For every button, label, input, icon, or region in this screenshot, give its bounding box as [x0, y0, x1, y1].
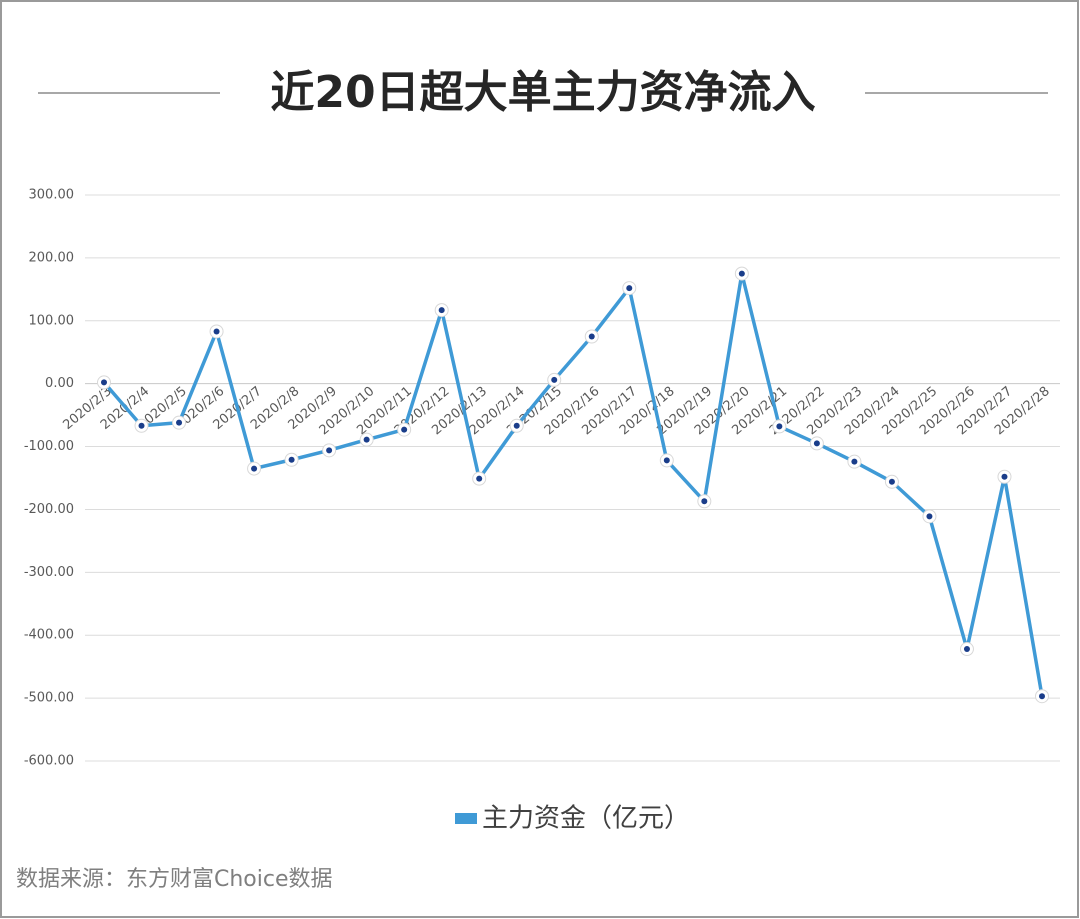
y-tick-label: 100.00 [29, 313, 75, 328]
point [847, 454, 862, 469]
point-dot [476, 475, 483, 482]
point [584, 329, 599, 344]
point [734, 266, 749, 281]
legend-label: 主力资金（亿元） [482, 804, 690, 834]
point [547, 372, 562, 387]
point-dot [888, 478, 895, 485]
point [322, 443, 337, 458]
point [284, 452, 299, 467]
point-dot [588, 333, 595, 340]
point [922, 509, 937, 524]
point-dot [813, 440, 820, 447]
point [509, 418, 524, 433]
point-dot [963, 646, 970, 653]
point-dot [101, 379, 107, 386]
y-tick-label: -200.00 [24, 502, 74, 517]
point [209, 324, 224, 339]
point-dot [776, 423, 783, 430]
point-dot [851, 458, 858, 465]
y-tick-label: 200.00 [29, 250, 75, 265]
point-dot [363, 436, 370, 443]
point [884, 474, 899, 489]
point [247, 461, 262, 476]
point-dot [626, 285, 633, 292]
point [697, 494, 712, 509]
y-tick-label: -300.00 [24, 565, 74, 580]
y-tick-label: 300.00 [29, 188, 75, 203]
point-dot [738, 270, 745, 277]
point-dot [1039, 693, 1045, 700]
point-dot [926, 513, 933, 520]
y-tick-label: 0.00 [45, 376, 74, 391]
point-dot [701, 498, 708, 505]
point [359, 432, 374, 447]
point-dot [138, 422, 145, 429]
source-note: 数据来源：东方财富Choice数据 [16, 867, 333, 892]
point [997, 469, 1012, 484]
y-tick-label: -600.00 [24, 754, 74, 769]
point-dot [326, 447, 333, 454]
legend-swatch [455, 813, 477, 824]
point [772, 419, 787, 434]
point [472, 471, 487, 486]
y-tick-label: -500.00 [24, 691, 74, 706]
point-dot [288, 456, 295, 463]
point [659, 453, 674, 468]
point-dot [551, 376, 558, 383]
point-dot [513, 422, 520, 429]
y-tick-label: -100.00 [24, 439, 74, 454]
point [97, 375, 111, 390]
point [172, 415, 187, 430]
point-dot [438, 307, 445, 314]
point-dot [663, 457, 670, 464]
point [397, 422, 412, 437]
point-dot [176, 419, 183, 426]
point-dot [401, 426, 408, 433]
point [1035, 689, 1049, 704]
point [809, 436, 824, 451]
point-dot [213, 328, 220, 335]
chart-title: 近20日超大单主力资净流入 [270, 67, 815, 118]
point [134, 418, 149, 433]
point [434, 303, 449, 318]
point-dot [251, 465, 258, 472]
y-tick-label: -400.00 [24, 628, 74, 643]
point [959, 642, 974, 657]
point-dot [1001, 473, 1008, 480]
point [622, 281, 637, 296]
